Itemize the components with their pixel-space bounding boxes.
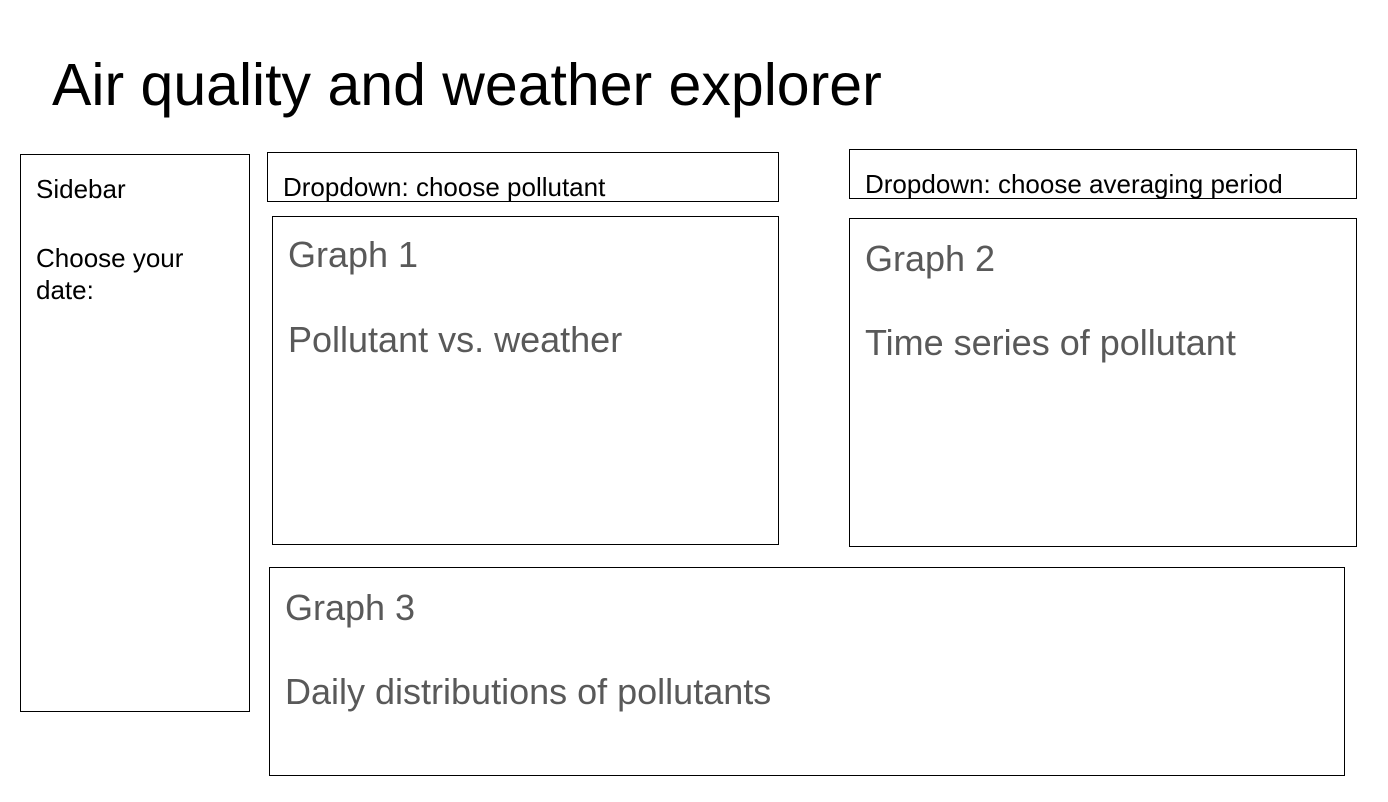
graph-1-description: Pollutant vs. weather [288,319,623,360]
graph-1-title: Graph 1 [288,234,419,275]
averaging-period-dropdown-label: Dropdown: choose averaging period [865,169,1283,199]
graph-2-panel: Graph 2 Time series of pollutant [849,218,1357,547]
graph-2-title: Graph 2 [865,238,996,279]
sidebar: Sidebar Choose your date: [20,154,250,712]
graph-3-description: Daily distributions of pollutants [285,671,772,712]
date-picker-label: Choose your date: [36,243,184,305]
graph-2-description: Time series of pollutant [865,322,1236,363]
page-title: Air quality and weather explorer [52,52,882,118]
pollutant-dropdown-label: Dropdown: choose pollutant [283,172,606,202]
graph-3-panel: Graph 3 Daily distributions of pollutant… [269,567,1345,776]
pollutant-dropdown[interactable]: Dropdown: choose pollutant [267,152,779,202]
graph-1-panel: Graph 1 Pollutant vs. weather [272,216,779,545]
sidebar-title: Sidebar [36,174,126,204]
graph-3-title: Graph 3 [285,587,416,628]
averaging-period-dropdown[interactable]: Dropdown: choose averaging period [849,149,1357,199]
